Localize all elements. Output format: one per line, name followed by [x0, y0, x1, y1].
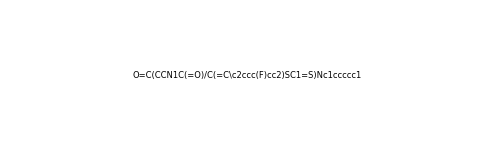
Text: O=C(CCN1C(=O)/C(=C\c2ccc(F)cc2)SC1=S)Nc1ccccc1: O=C(CCN1C(=O)/C(=C\c2ccc(F)cc2)SC1=S)Nc1…: [132, 71, 362, 80]
